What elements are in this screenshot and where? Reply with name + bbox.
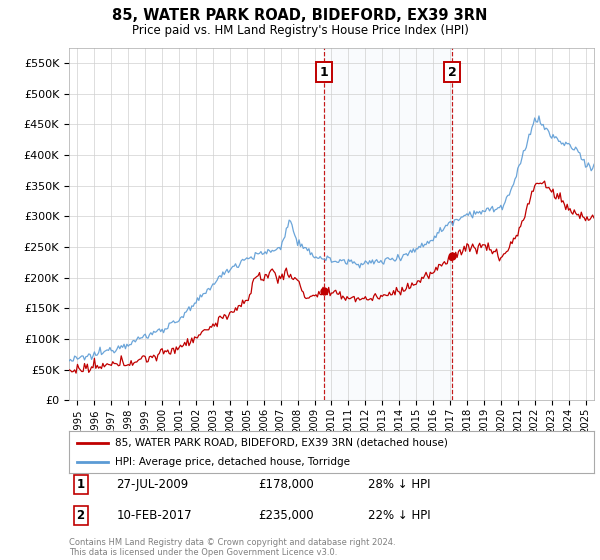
Text: £178,000: £178,000 — [258, 478, 314, 491]
Bar — [324, 48, 452, 400]
Text: 85, WATER PARK ROAD, BIDEFORD, EX39 3RN: 85, WATER PARK ROAD, BIDEFORD, EX39 3RN — [112, 8, 488, 24]
Text: 2: 2 — [448, 66, 456, 78]
Text: Price paid vs. HM Land Registry's House Price Index (HPI): Price paid vs. HM Land Registry's House … — [131, 24, 469, 37]
Text: 2: 2 — [76, 508, 85, 521]
Text: 1: 1 — [76, 478, 85, 491]
Text: 28% ↓ HPI: 28% ↓ HPI — [368, 478, 431, 491]
Text: 10-FEB-2017: 10-FEB-2017 — [116, 508, 192, 521]
Text: 27-JUL-2009: 27-JUL-2009 — [116, 478, 188, 491]
Text: Contains HM Land Registry data © Crown copyright and database right 2024.
This d: Contains HM Land Registry data © Crown c… — [69, 538, 395, 557]
Text: £235,000: £235,000 — [258, 508, 314, 521]
Text: 85, WATER PARK ROAD, BIDEFORD, EX39 3RN (detached house): 85, WATER PARK ROAD, BIDEFORD, EX39 3RN … — [115, 437, 448, 447]
Text: 22% ↓ HPI: 22% ↓ HPI — [368, 508, 431, 521]
Text: HPI: Average price, detached house, Torridge: HPI: Average price, detached house, Torr… — [115, 457, 350, 467]
Text: 1: 1 — [320, 66, 329, 78]
